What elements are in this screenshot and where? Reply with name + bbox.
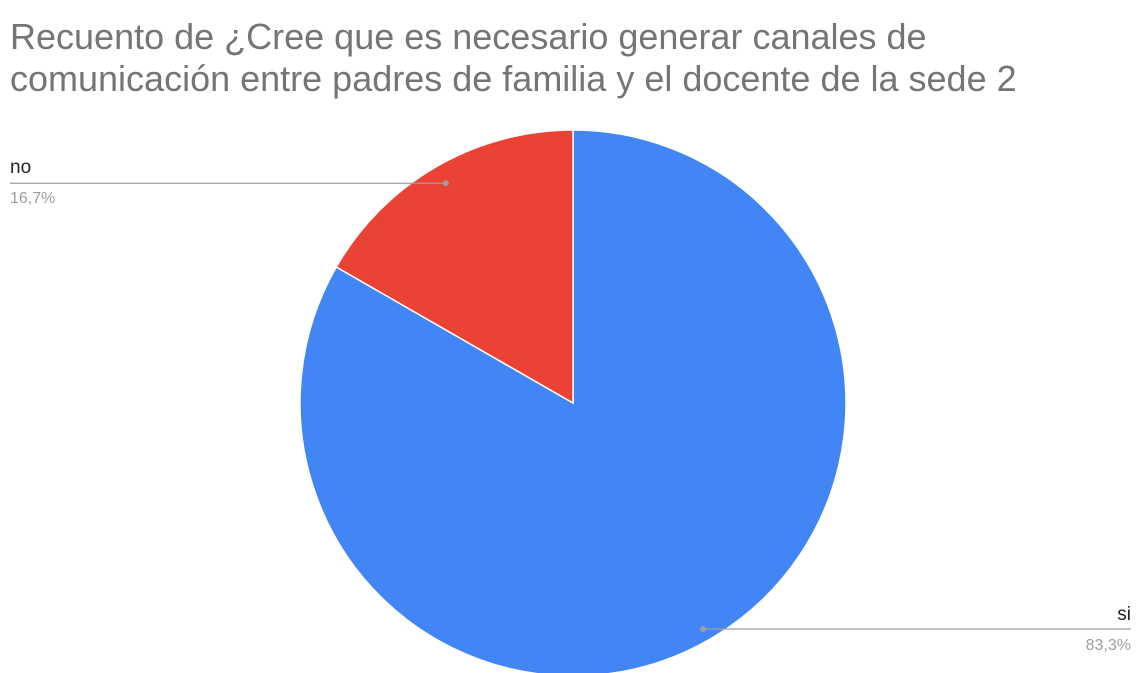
pie-slices <box>299 129 847 673</box>
leader-lines <box>10 180 1131 632</box>
slice-percent-no: 16,7% <box>10 190 55 207</box>
pie-slice-no <box>335 129 574 405</box>
leader-dot-si <box>700 626 706 632</box>
slice-label-no: no <box>10 157 31 178</box>
chart-title: Recuento de ¿Cree que es necesario gener… <box>10 16 1130 100</box>
leader-dot-no <box>442 180 449 187</box>
slice-label-si: si <box>1117 604 1131 625</box>
chart-title-line-1: Recuento de ¿Cree que es necesario gener… <box>10 16 927 57</box>
slice-percent-si: 83,3% <box>1086 637 1131 654</box>
chart-title-line-2: comunicación entre padres de familia y e… <box>10 58 1017 99</box>
